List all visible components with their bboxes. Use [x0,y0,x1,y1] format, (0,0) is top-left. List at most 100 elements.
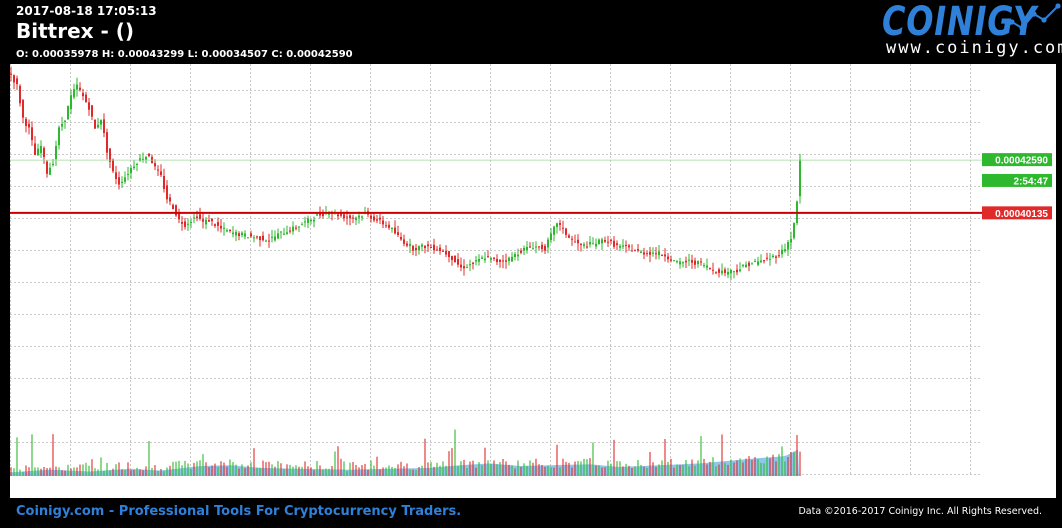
candle [709,268,711,270]
candle [154,163,156,167]
candle [67,106,69,120]
volume-bar [688,466,690,476]
volume-bar [313,470,315,476]
candle [349,215,351,219]
volume-bar [520,466,522,476]
volume-bar [127,462,129,476]
volume-bar [175,461,177,476]
candle [574,241,576,243]
candle [346,216,348,218]
volume-bar [664,439,666,476]
candle [160,171,162,176]
candle [790,238,792,243]
candle [493,257,495,259]
candle [121,181,123,183]
candle [223,227,225,229]
candle [655,253,657,255]
volume-bar [55,466,57,476]
volume-bar [364,463,366,476]
candle [58,127,60,146]
candle [529,246,531,248]
volume-bar [418,467,420,476]
volume-bar [52,434,54,476]
candle [757,261,759,265]
candle [451,256,453,261]
candle [169,197,171,202]
volume-bar [100,457,102,476]
volume-bar [439,465,441,476]
candle [484,258,486,261]
candle [511,256,513,262]
candle [439,247,441,252]
candle [241,232,243,236]
candle [376,219,378,221]
volume-bar [379,469,381,476]
volume-bar [142,470,144,476]
candle [643,252,645,255]
candle [13,75,15,83]
candle [97,124,99,128]
candle [19,85,21,104]
volume-bar [631,468,633,476]
candle [394,227,396,234]
price-chart[interactable]: 0.00042590 2:54:47 0.00040135 [10,64,1056,498]
candle [301,224,303,226]
candle [463,266,465,269]
candle [352,217,354,219]
candle [196,216,198,219]
candle [184,221,186,227]
volume-bar [352,461,354,476]
volume-bar [766,456,768,476]
candle [220,225,222,229]
candle [274,236,276,241]
volume-bar [229,459,231,476]
candle [235,232,237,236]
volume-bar [763,463,765,476]
volume-bar [466,468,468,476]
volume-bar [634,466,636,476]
candle [193,217,195,219]
volume-bar [226,466,228,476]
candle [706,265,708,268]
volume-bar [58,467,60,476]
volume-bar [214,463,216,476]
candle [52,163,54,166]
candle [217,222,219,226]
candle [718,269,720,273]
volume-bar [511,465,513,476]
volume-bar [217,466,219,476]
volume-bar [64,470,66,476]
volume-bar [751,460,753,476]
candle [745,264,747,268]
volume-bar [544,466,546,476]
candle [589,242,591,245]
volume-bar [385,467,387,476]
candle [472,262,474,264]
volume-bar [796,435,798,476]
volume-bar [436,462,438,476]
volume-bar [205,462,207,476]
volume-bar [13,468,15,476]
volume-bar [307,466,309,476]
candle [379,217,381,220]
volume-bar [409,469,411,476]
volume-bar [643,466,645,476]
candle [343,214,345,219]
candle [676,261,678,263]
volume-bar [559,467,561,476]
volume-bar [622,466,624,476]
volume-bar [457,466,459,476]
candle [592,243,594,245]
candle [799,159,801,197]
volume-bar [793,452,795,476]
candle [628,245,630,248]
candle [637,248,639,251]
footer-tagline[interactable]: Coinigy.com - Professional Tools For Cry… [16,504,462,519]
volume-bar [682,464,684,476]
candle [691,259,693,263]
volume-bar [139,469,141,476]
volume-bar [73,467,75,476]
volume-bar [715,466,717,476]
candle [583,244,585,247]
candle [733,271,735,273]
